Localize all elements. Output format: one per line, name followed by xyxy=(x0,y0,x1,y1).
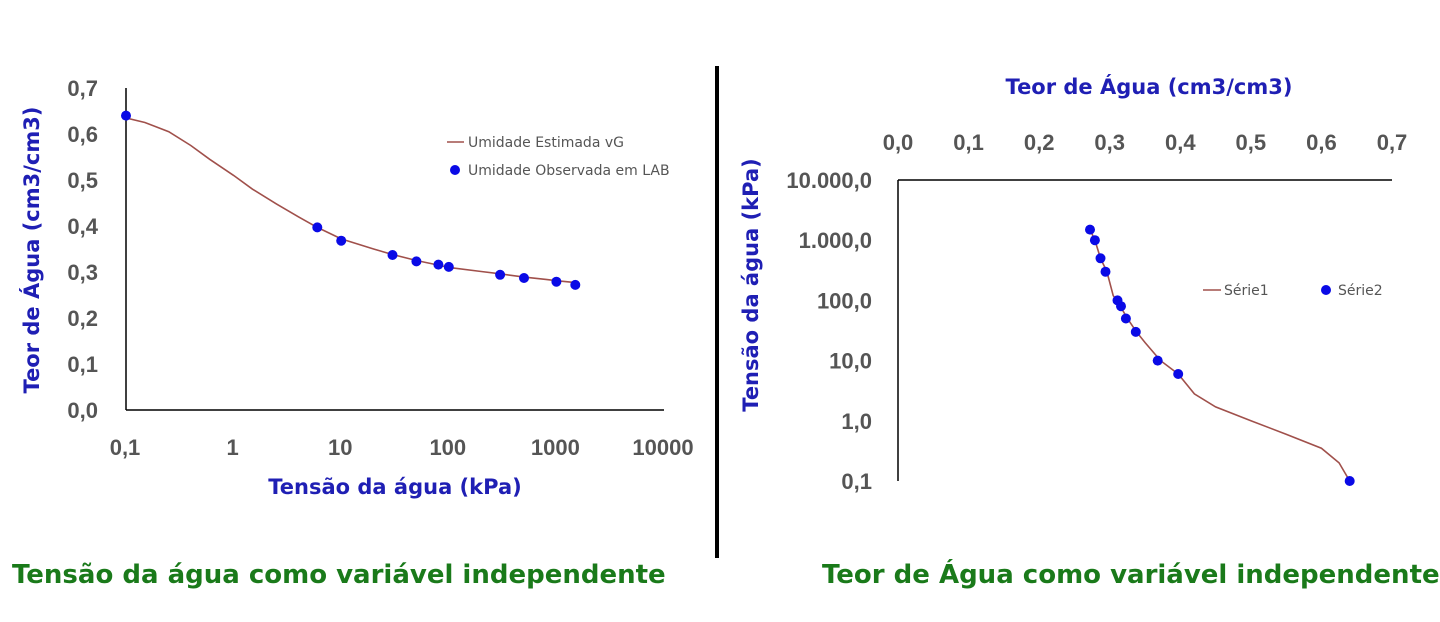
data-point-serie2 xyxy=(1344,476,1355,486)
x-tick-label: 0,6 xyxy=(1306,130,1337,155)
x-tick-label: 100 xyxy=(429,435,466,460)
legend-point-swatch xyxy=(450,165,460,175)
chart-left: 0,0 0,1 0,2 0,3 0,4 0,5 0,6 0,7 0,1 1 10 100 1000 100… xyxy=(19,76,694,499)
data-point-serie2 xyxy=(1095,253,1106,264)
data-point-observada xyxy=(387,250,398,260)
y-tick-label: 0,6 xyxy=(67,122,98,147)
series-line-umidade-estimada xyxy=(125,117,576,284)
y-tick-label: 10,0 xyxy=(829,349,872,374)
y-tick-label: 0,4 xyxy=(67,214,98,239)
data-point-serie2 xyxy=(1112,295,1123,306)
data-point-observada xyxy=(433,259,444,270)
x-tick-label: 0,3 xyxy=(1094,130,1125,155)
y-tick-label: 0,1 xyxy=(67,352,98,377)
data-point-observada xyxy=(312,222,323,233)
y-tick-label: 0,0 xyxy=(67,398,98,423)
x-tick-label: 0,5 xyxy=(1236,130,1267,155)
data-point-observada xyxy=(121,110,131,121)
y-tick-label: 0,3 xyxy=(67,260,98,285)
x-axis-title: Tensão da água (kPa) xyxy=(268,475,521,499)
legend-point-swatch xyxy=(1321,285,1331,295)
y-axis-title: Teor de Água (cm3/cm3) xyxy=(19,107,44,394)
series-line-serie1 xyxy=(1089,229,1351,482)
data-point-serie2 xyxy=(1089,235,1100,246)
y-tick-label: 0,1 xyxy=(841,469,872,494)
caption-right: Teor de Água como variável independente xyxy=(822,560,1440,590)
data-point-serie2 xyxy=(1100,266,1111,277)
y-tick-label: 1,0 xyxy=(841,409,872,434)
data-point-observada xyxy=(336,235,347,246)
y-tick-label: 0,2 xyxy=(67,306,98,331)
x-tick-label: 10000 xyxy=(632,435,693,460)
data-point-serie2 xyxy=(1085,224,1095,235)
y-tick-label: 100,0 xyxy=(817,288,872,313)
data-point-observada xyxy=(411,256,422,267)
legend-label-estimada: Umidade Estimada vG xyxy=(468,135,624,151)
data-point-observada xyxy=(495,269,506,280)
x-tick-label: 0,1 xyxy=(953,130,984,155)
y-tick-label: 0,7 xyxy=(67,76,98,101)
x-axis-title: Teor de Água (cm3/cm3) xyxy=(1006,74,1293,99)
legend-label-serie1: Série1 xyxy=(1224,283,1269,299)
legend-label-observada: Umidade Observada em LAB xyxy=(468,163,670,179)
x-tick-label: 0,4 xyxy=(1165,130,1196,155)
caption-left: Tensão da água como variável independent… xyxy=(12,560,666,590)
y-axis-title: Tensão da água (kPa) xyxy=(739,158,763,411)
x-tick-label: 0,1 xyxy=(110,435,141,460)
data-point-serie2 xyxy=(1173,369,1184,379)
x-tick-label: 1 xyxy=(226,435,238,460)
y-tick-label: 0,5 xyxy=(67,168,98,193)
y-tick-label: 1.000,0 xyxy=(799,228,872,253)
data-point-observada xyxy=(570,279,581,290)
data-point-observada xyxy=(519,273,529,283)
x-tick-label: 1000 xyxy=(531,435,580,460)
data-point-serie2 xyxy=(1120,313,1131,324)
data-point-serie2 xyxy=(1152,355,1163,366)
data-point-serie2 xyxy=(1130,326,1141,337)
chart-right: 0,0 0,1 0,2 0,3 0,4 0,5 0,6 0,7 0,1 1,0 10,0 100,0 1… xyxy=(739,74,1407,494)
legend-label-serie2: Série2 xyxy=(1338,283,1383,299)
data-point-observada xyxy=(551,276,562,287)
data-point-observada xyxy=(443,261,454,272)
x-tick-label: 0,7 xyxy=(1377,130,1408,155)
x-tick-label: 0,2 xyxy=(1024,130,1055,155)
x-tick-label: 0,0 xyxy=(883,130,914,155)
y-tick-label: 10.000,0 xyxy=(786,168,872,193)
x-tick-label: 10 xyxy=(328,435,352,460)
